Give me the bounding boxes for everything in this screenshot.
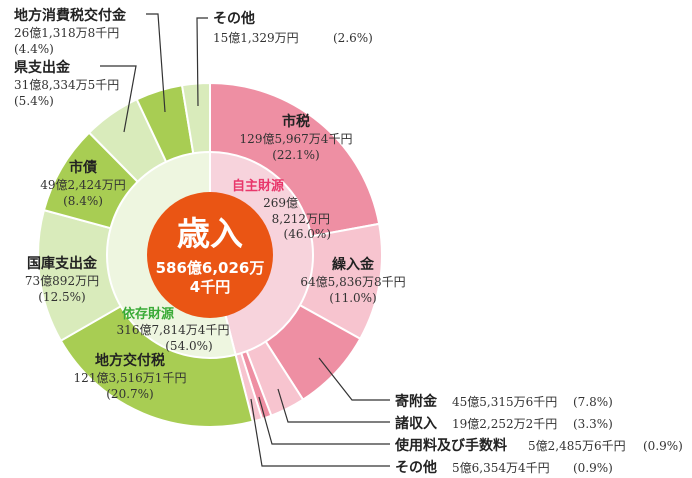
label-shizei-name: 市税 [282,113,310,130]
label-shohizei-amount: 26億1,318万8千円 [14,26,119,40]
label-sonota-jishu-name: その他 [395,459,437,476]
label-sonota-izon-name: その他 [213,10,255,27]
label-sonota-izon-pct: (2.6%) [333,31,373,45]
leader-line-10 [146,13,166,113]
leader-line-5 [250,398,390,467]
leader-line-2 [318,357,390,401]
inner-label-izon-amount: 316億7,814万4千円 [117,323,230,337]
leader-line-4 [258,396,390,445]
label-kurikomi-amount: 64億5,836万8千円 [300,275,405,289]
label-shisai-amount: 49億2,424万円 [40,178,126,192]
label-sonota-jishu-amount: 5億6,354万4千円 [452,461,550,475]
leader-line-11 [196,17,208,107]
label-shisai-pct: (8.4%) [63,194,103,208]
label-shizei-pct: (22.1%) [272,148,319,162]
label-shohizei-pct: (4.4%) [14,42,54,56]
outer-ring [37,81,383,428]
label-ken-pct: (5.4%) [14,94,54,108]
leader-line-3 [277,388,390,423]
leader-line-9 [100,65,137,133]
label-kokko-amount: 73億892万円 [25,274,99,288]
label-ken-name: 県支出金 [14,59,71,76]
inner-label-jishu-amount2: 8,212万円 [272,212,330,226]
inner-label-jishu-pct: (46.0%) [284,227,331,241]
label-kokko-name: 国庫支出金 [27,255,98,272]
label-shohizei-name: 地方消費税交付金 [14,7,127,24]
center-total-line2: 4千円 [190,278,230,296]
label-shoshunyu-pct: (3.3%) [573,417,613,431]
label-shisai-name: 市債 [69,159,97,176]
label-shiyoryo-name: 使用料及び手数料 [394,437,507,454]
label-kofuzei-amount: 121億3,516万1千円 [74,371,187,385]
label-sonota-jishu-pct: (0.9%) [573,461,613,475]
label-shiyoryo-amount: 5億2,485万6千円 [528,439,626,453]
leader-lines [100,13,390,467]
label-kurikomi-name: 繰入金 [332,256,375,273]
label-kifu-name: 寄附金 [395,393,438,410]
label-shiyoryo-pct: (0.9%) [643,439,683,453]
label-kifu-pct: (7.8%) [573,395,613,409]
label-shoshunyu-amount: 19億2,252万2千円 [452,417,557,431]
center-title: 歳入 [177,214,243,253]
center-circle [147,192,273,318]
inner-label-izon-pct: (54.0%) [165,339,212,353]
label-kofuzei-name: 地方交付税 [95,352,165,369]
label-kokko-pct: (12.5%) [38,290,85,304]
label-shizei-amount: 129億5,967万4千円 [240,132,353,146]
label-sonota-izon-amount: 15億1,329万円 [213,31,299,45]
inner-label-jishu-amount1: 269億 [263,196,298,210]
label-kifu-amount: 45億5,315万6千円 [452,395,557,409]
inner-label-izon-name: 依存財源 [122,306,174,322]
label-ken-amount: 31億8,334万5千円 [14,78,119,92]
label-shoshunyu-name: 諸収入 [395,415,437,432]
label-kofuzei-pct: (20.7%) [106,387,153,401]
inner-label-jishu-name: 自主財源 [232,178,284,194]
label-kurikomi-pct: (11.0%) [329,291,376,305]
center-total-line1: 586億6,026万 [156,259,265,277]
